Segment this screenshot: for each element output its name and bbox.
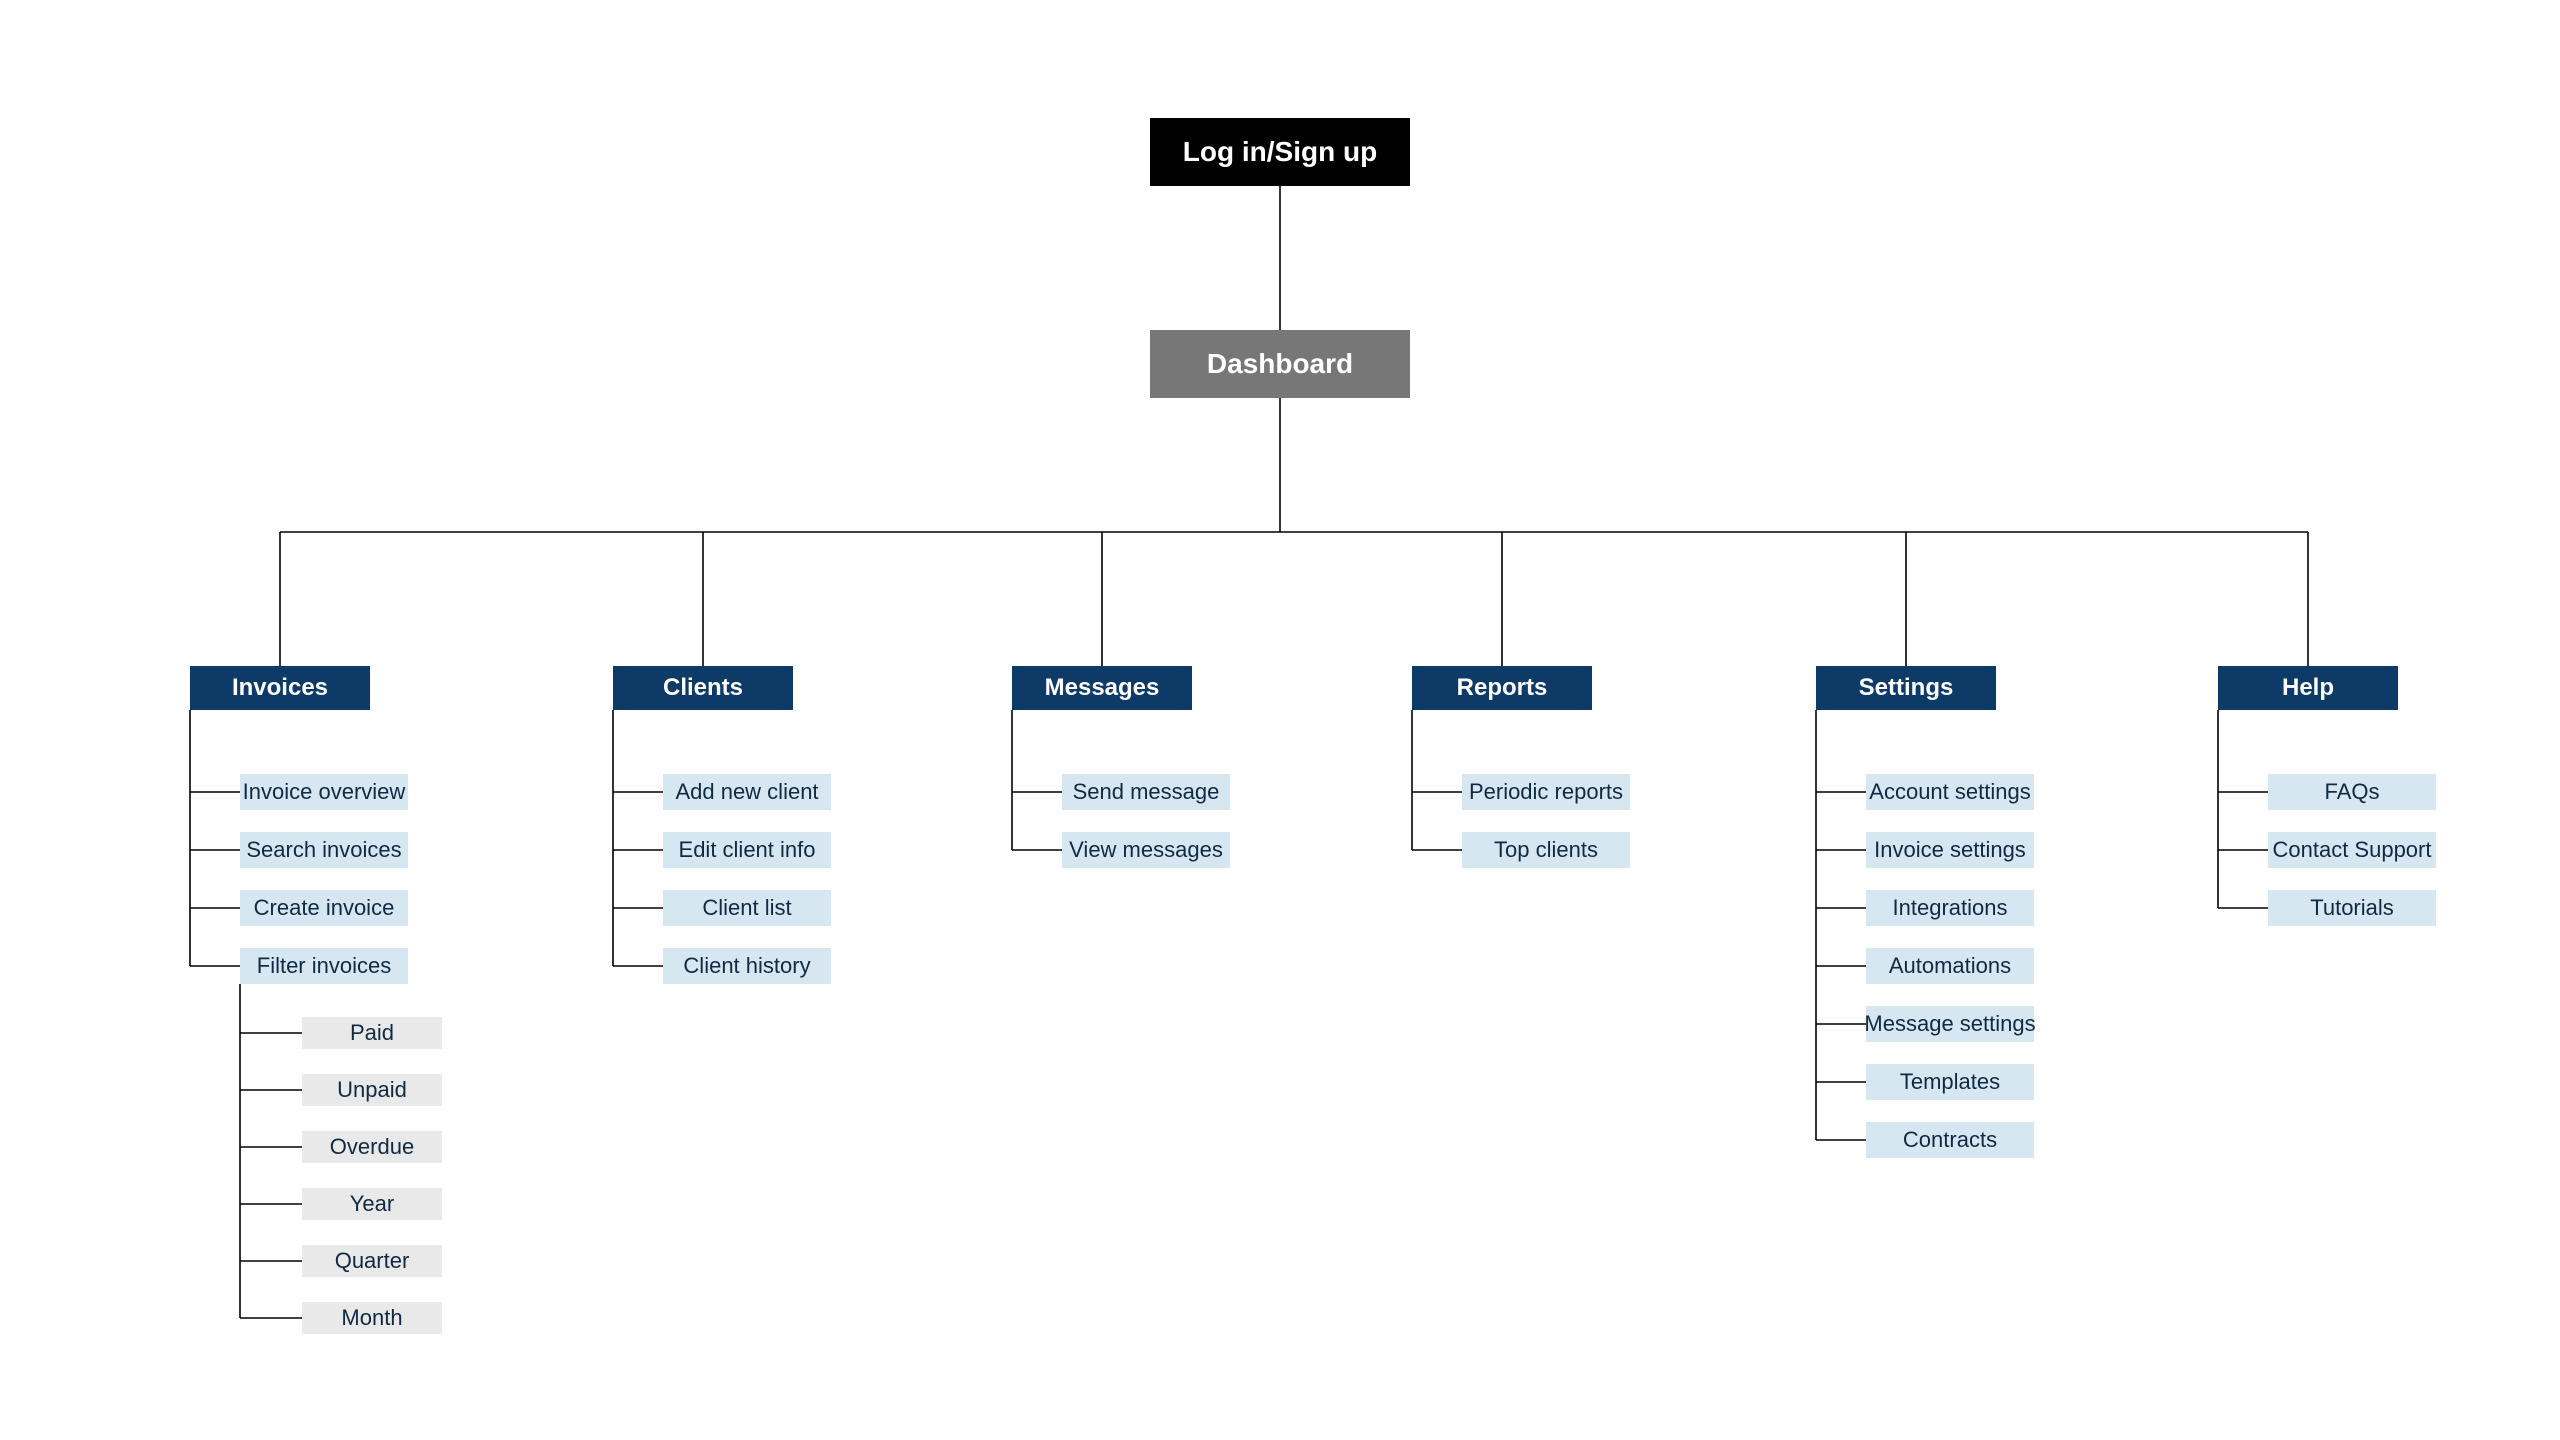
node-branch-4: Settings bbox=[1816, 666, 1996, 710]
node-branch-2: Messages bbox=[1012, 666, 1192, 710]
node-leaf-2-0: Send message bbox=[1062, 774, 1230, 810]
node-leaf-1-0: Add new client bbox=[663, 774, 831, 810]
node-subleaf-0-3-4: Quarter bbox=[302, 1245, 442, 1277]
node-leaf-4-6: Contracts bbox=[1866, 1122, 2034, 1158]
node-subleaf-0-3-5: Month bbox=[302, 1302, 442, 1334]
connector-lines bbox=[0, 0, 2560, 1440]
node-branch-1: Clients bbox=[613, 666, 793, 710]
node-leaf-1-1: Edit client info bbox=[663, 832, 831, 868]
node-subleaf-0-3-3: Year bbox=[302, 1188, 442, 1220]
node-leaf-4-4: Message settings bbox=[1866, 1006, 2034, 1042]
node-leaf-1-2: Client list bbox=[663, 890, 831, 926]
sitemap-canvas: Log in/Sign up Dashboard Invoices Invoice o… bbox=[0, 0, 2560, 1440]
node-leaf-3-1: Top clients bbox=[1462, 832, 1630, 868]
node-leaf-5-2: Tutorials bbox=[2268, 890, 2436, 926]
node-root: Log in/Sign up bbox=[1150, 118, 1410, 186]
node-subleaf-0-3-2: Overdue bbox=[302, 1131, 442, 1163]
node-leaf-0-0: Invoice overview bbox=[240, 774, 408, 810]
node-leaf-4-2: Integrations bbox=[1866, 890, 2034, 926]
node-subleaf-0-3-0: Paid bbox=[302, 1017, 442, 1049]
node-leaf-4-0: Account settings bbox=[1866, 774, 2034, 810]
node-leaf-2-1: View messages bbox=[1062, 832, 1230, 868]
node-leaf-4-1: Invoice settings bbox=[1866, 832, 2034, 868]
node-subleaf-0-3-1: Unpaid bbox=[302, 1074, 442, 1106]
node-leaf-1-3: Client history bbox=[663, 948, 831, 984]
node-leaf-4-5: Templates bbox=[1866, 1064, 2034, 1100]
node-branch-0: Invoices bbox=[190, 666, 370, 710]
node-leaf-3-0: Periodic reports bbox=[1462, 774, 1630, 810]
node-branch-3: Reports bbox=[1412, 666, 1592, 710]
node-branch-5: Help bbox=[2218, 666, 2398, 710]
node-leaf-0-1: Search invoices bbox=[240, 832, 408, 868]
node-leaf-0-2: Create invoice bbox=[240, 890, 408, 926]
node-leaf-0-3: Filter invoices bbox=[240, 948, 408, 984]
node-leaf-5-0: FAQs bbox=[2268, 774, 2436, 810]
node-leaf-4-3: Automations bbox=[1866, 948, 2034, 984]
node-dashboard: Dashboard bbox=[1150, 330, 1410, 398]
node-leaf-5-1: Contact Support bbox=[2268, 832, 2436, 868]
